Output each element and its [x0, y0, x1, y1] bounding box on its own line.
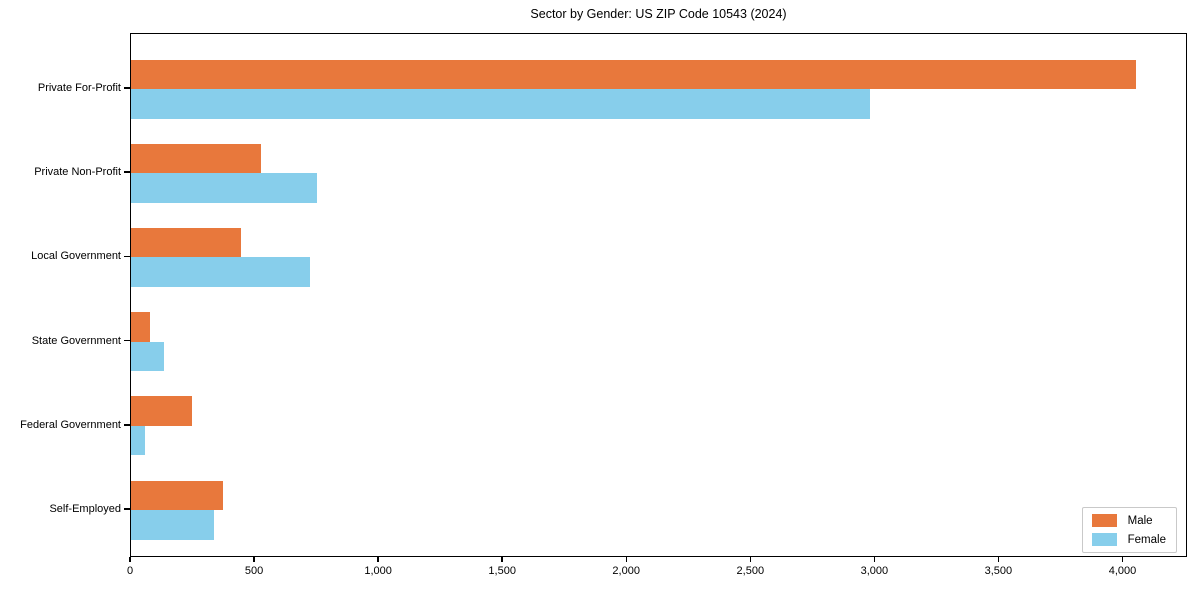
y-tick-label: Private Non-Profit — [34, 166, 121, 179]
x-tick-mark — [749, 557, 752, 562]
bar-male-2 — [131, 227, 242, 258]
bar-male-0 — [131, 59, 1136, 89]
legend-swatch-male — [1091, 514, 1117, 527]
y-tick-mark — [124, 508, 130, 510]
x-tick-label: 0 — [126, 565, 134, 577]
y-tick-mark — [124, 87, 130, 89]
y-tick-label: Local Government — [31, 250, 121, 263]
x-tick-label: 4,000 — [1108, 565, 1137, 577]
bar-female-4 — [131, 425, 146, 456]
x-tick-mark — [873, 557, 876, 562]
bar-male-4 — [131, 396, 192, 426]
x-tick-mark — [625, 557, 627, 562]
legend-label-male: Male — [1127, 514, 1153, 527]
legend-item-male: Male — [1091, 514, 1166, 527]
x-tick-label: 3,500 — [984, 565, 1013, 577]
bar-male-1 — [131, 143, 262, 174]
legend: Male Female — [1081, 507, 1177, 553]
x-tick-mark — [997, 557, 1000, 562]
y-tick-mark — [124, 171, 130, 173]
x-tick-label: 2,000 — [612, 565, 640, 577]
bar-male-5 — [131, 480, 223, 510]
x-tick-label: 3,000 — [860, 565, 889, 577]
bar-female-5 — [131, 510, 215, 540]
bar-female-2 — [131, 257, 310, 287]
y-tick-label: State Government — [31, 334, 121, 347]
y-tick-label: Self-Employed — [49, 503, 121, 515]
x-tick-mark — [377, 557, 379, 562]
x-tick-mark — [1121, 557, 1124, 562]
bar-male-3 — [131, 312, 151, 342]
x-tick-mark — [129, 557, 131, 562]
y-tick-label: Federal Government — [20, 418, 121, 431]
y-tick-mark — [124, 255, 130, 258]
bar-female-3 — [131, 341, 164, 372]
plot-area — [130, 33, 1187, 557]
x-tick-label: 1,000 — [364, 565, 392, 577]
legend-item-female: Female — [1091, 533, 1166, 546]
chart-title: Sector by Gender: US ZIP Code 10543 (202… — [530, 7, 787, 21]
bar-female-1 — [131, 173, 318, 203]
x-tick-label: 500 — [244, 565, 264, 577]
y-tick-label: Private For-Profit — [37, 82, 121, 94]
legend-label-female: Female — [1127, 533, 1166, 546]
bar-female-0 — [131, 89, 871, 119]
x-tick-label: 2,500 — [736, 565, 765, 577]
x-tick-mark — [253, 557, 255, 562]
y-tick-mark — [124, 339, 130, 342]
legend-swatch-female — [1091, 533, 1117, 546]
x-tick-label: 1,500 — [488, 565, 516, 577]
x-tick-mark — [501, 557, 503, 562]
y-tick-mark — [124, 424, 130, 426]
